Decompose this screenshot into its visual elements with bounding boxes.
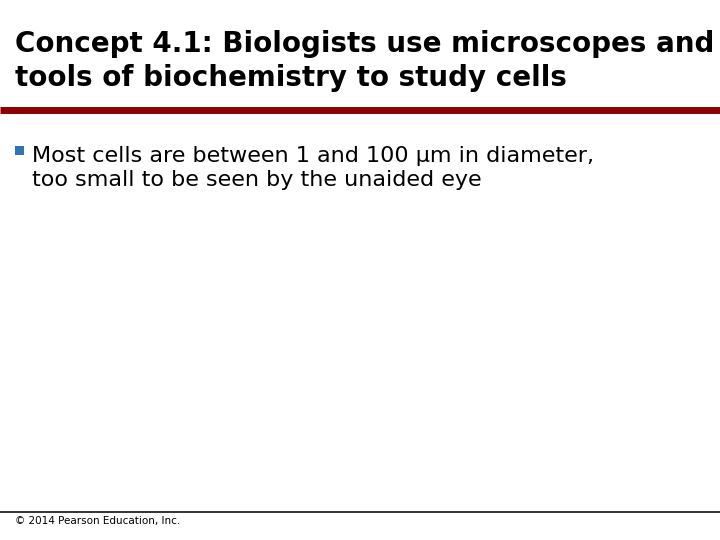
Bar [15,145,24,154]
Text: © 2014 Pearson Education, Inc.: © 2014 Pearson Education, Inc. [15,516,180,526]
Text: Most cells are between 1 and 100 μm in diameter,: Most cells are between 1 and 100 μm in d… [32,145,594,165]
Text: Concept 4.1: Biologists use microscopes and the
tools of biochemistry to study c: Concept 4.1: Biologists use microscopes … [15,30,720,91]
Text: too small to be seen by the unaided eye: too small to be seen by the unaided eye [32,170,482,190]
